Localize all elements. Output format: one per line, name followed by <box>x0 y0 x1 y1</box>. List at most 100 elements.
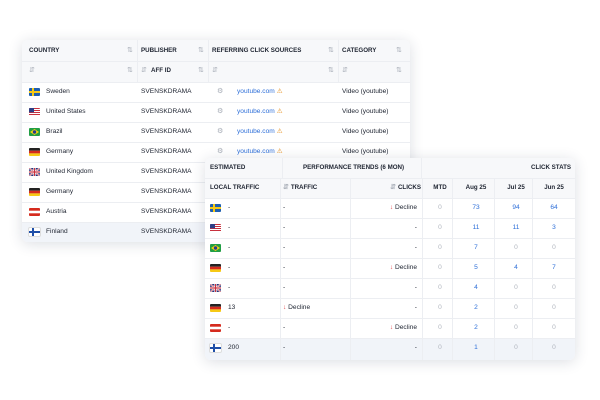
rowline <box>205 218 575 219</box>
traffic-cell: - <box>414 344 417 351</box>
filter-icon: ⇵ <box>141 67 147 74</box>
traffic-cell: - <box>228 324 231 331</box>
publisher: SVENSKDRAMA <box>141 148 192 155</box>
click-count: 4 <box>474 284 478 291</box>
publisher: SVENSKDRAMA <box>141 188 192 195</box>
traffic-cell: Decline <box>283 298 353 318</box>
category: Video (youtube) <box>342 148 389 155</box>
traffic-cell: 200 <box>228 344 240 351</box>
flag <box>210 224 221 232</box>
source-link[interactable]: youtube.com ⚠ <box>237 108 283 115</box>
column-header: PUBLISHER <box>141 47 177 54</box>
column-header: REFERRING CLICK SOURCES <box>212 47 302 54</box>
rowline <box>22 142 410 143</box>
rowline <box>22 82 410 83</box>
column-header: MTD <box>433 184 447 191</box>
sort-icon: ⇅ <box>328 47 334 54</box>
source-link[interactable]: youtube.com ⚠ <box>237 128 283 135</box>
rowline <box>205 178 575 179</box>
gear-icon: ⚙ <box>217 88 224 95</box>
filter-icon: ⇵ <box>342 67 348 74</box>
click-count: 11 <box>512 224 520 231</box>
click-count: 0 <box>552 304 556 311</box>
country: Brazil <box>46 128 63 135</box>
publisher: SVENSKDRAMA <box>141 108 192 115</box>
column-header: Jul 25 <box>507 184 525 191</box>
click-count: 5 <box>474 264 478 271</box>
column-header: Aug 25 <box>465 184 487 191</box>
divider <box>422 178 423 360</box>
traffic-cell: - <box>283 264 286 271</box>
flag <box>29 128 40 136</box>
publisher: SVENSKDRAMA <box>141 128 192 135</box>
divider <box>421 158 422 178</box>
flag <box>210 304 221 312</box>
click-count: 0 <box>438 304 442 311</box>
traffic-cell: - <box>283 204 286 211</box>
publisher: SVENSKDRAMA <box>141 228 192 235</box>
traffic-cell: - <box>283 344 286 351</box>
filter-icon: ⇅ <box>396 67 402 74</box>
click-count: 0 <box>552 324 556 331</box>
warning-icon: ⚠ <box>276 88 283 95</box>
click-count: 2 <box>474 304 478 311</box>
rowline <box>205 338 575 339</box>
flag <box>210 244 221 252</box>
flag <box>28 227 41 237</box>
traffic-cell: - <box>228 224 231 231</box>
traffic-cell: - <box>228 244 231 251</box>
sort-icon: ⇵ <box>390 184 398 191</box>
sort-icon: ⇵ <box>283 184 291 191</box>
click-count: 0 <box>514 284 518 291</box>
click-count: 0 <box>438 204 442 211</box>
filter-icon: ⇅ <box>198 67 204 74</box>
sort-icon: ⇅ <box>396 47 402 54</box>
flag <box>210 324 221 332</box>
publisher: SVENSKDRAMA <box>141 88 192 95</box>
group-header: CLICK STATS <box>531 164 571 171</box>
flag <box>210 264 221 272</box>
divider <box>494 178 495 360</box>
column-header: Jun 25 <box>544 184 564 191</box>
gear-icon: ⚙ <box>217 108 224 115</box>
filter-icon: ⇅ <box>127 67 133 74</box>
click-count: 0 <box>438 224 442 231</box>
group-header: ESTIMATED <box>210 164 246 171</box>
source-link[interactable]: youtube.com ⚠ <box>237 88 283 95</box>
source-link[interactable]: youtube.com ⚠ <box>237 148 283 155</box>
flag <box>29 188 40 196</box>
click-count: 94 <box>512 204 520 211</box>
click-count: 7 <box>474 244 478 251</box>
click-count: 0 <box>438 244 442 251</box>
publisher: SVENSKDRAMA <box>141 168 192 175</box>
click-count: 0 <box>514 244 518 251</box>
row-highlight <box>205 338 575 360</box>
traffic-cell: Decline <box>349 198 417 218</box>
click-count: 0 <box>514 344 518 351</box>
click-count: 0 <box>438 264 442 271</box>
filter-icon: ⇅ <box>328 67 334 74</box>
click-count: 7 <box>552 264 556 271</box>
gear-icon: ⚙ <box>217 148 224 155</box>
traffic-cell: - <box>228 284 231 291</box>
flag <box>209 343 222 353</box>
flag <box>29 148 40 156</box>
traffic-cell: - <box>283 244 286 251</box>
column-header: CATEGORY <box>342 47 377 54</box>
traffic-cell: - <box>414 244 417 251</box>
flag <box>29 88 40 96</box>
traffic-cell: Decline <box>349 318 417 338</box>
rowline <box>22 102 410 103</box>
traffic-cell: - <box>283 224 286 231</box>
flag <box>29 168 40 176</box>
divider <box>452 178 453 360</box>
click-count: 73 <box>472 204 480 211</box>
click-count: 11 <box>472 224 480 231</box>
click-count: 2 <box>474 324 478 331</box>
column-header: COUNTRY <box>29 47 60 54</box>
country: Germany <box>46 188 74 195</box>
click-count: 0 <box>552 284 556 291</box>
traffic-cell: - <box>283 324 286 331</box>
click-count: 0 <box>438 344 442 351</box>
rowline <box>205 298 575 299</box>
